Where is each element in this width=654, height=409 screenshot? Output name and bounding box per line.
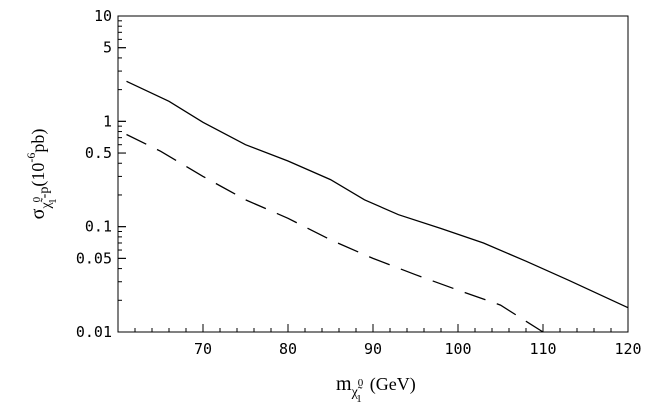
y-label-tail-close: pb): [28, 129, 49, 153]
x-tick-label: 100: [444, 340, 471, 358]
y-tick-label: 1: [103, 112, 112, 130]
x-tick-label: 90: [364, 340, 382, 358]
y-label-sub-sup: 0: [31, 196, 43, 202]
y-tick-label: 0.5: [85, 144, 112, 162]
y-label-exp: -6: [24, 153, 38, 163]
series-line-solid: [126, 80, 629, 309]
x-tick-label: 120: [614, 340, 641, 358]
y-label-symbol: σ: [27, 208, 49, 219]
x-label-tail: (GeV): [370, 374, 416, 395]
x-axis-ticks: 70 80 90 100 110 120: [134, 324, 642, 358]
y-label-tail-open: (10: [28, 163, 49, 187]
plot-frame: [117, 15, 629, 333]
y-label-sub-sub: 1: [47, 198, 59, 204]
y-tick-label: 5: [103, 39, 112, 57]
series-line-dashed: [126, 133, 544, 333]
x-label-sub-sup: 0: [358, 377, 364, 389]
y-axis-ticks: 0.01 0.05 0.1 0.5 1 5 10: [76, 7, 126, 341]
y-axis-label: σχ̃0 1-p(10-6pb): [24, 129, 59, 220]
y-tick-label: 0.05: [76, 249, 112, 267]
y-tick-label: 0.01: [76, 323, 112, 341]
x-label-sub-sub: 1: [356, 393, 362, 405]
y-tick-label: 10: [94, 7, 112, 25]
y-label-sub-tail: -p: [37, 187, 52, 199]
x-tick-label: 80: [279, 340, 297, 358]
series-layer: [126, 80, 629, 333]
x-tick-label: 110: [529, 340, 556, 358]
x-tick-label: 70: [194, 340, 212, 358]
x-axis-label: mχ̃0 1(GeV): [336, 373, 416, 405]
x-label-symbol: m: [336, 373, 352, 395]
y-tick-label: 0.1: [85, 218, 112, 236]
